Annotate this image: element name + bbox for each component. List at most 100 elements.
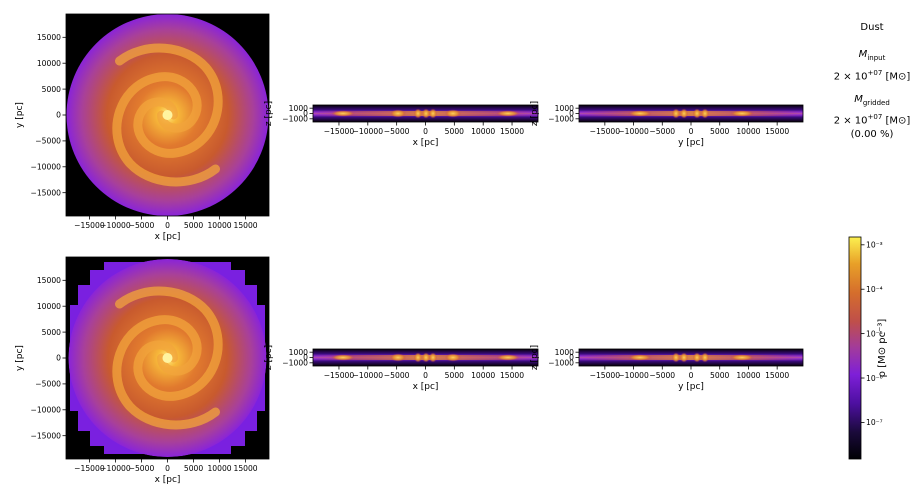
panel-edge-input-xz <box>313 105 538 122</box>
x-tick-label-r1c2: −15000 <box>590 371 621 380</box>
y-tick-label-r1c1: 1000 <box>289 348 308 357</box>
gridded-mass-label: Mgridded <box>854 94 890 107</box>
panel-face-input <box>66 14 269 216</box>
x-tick-label-r0c1: 5000 <box>445 127 464 136</box>
x-axis-label-r1c0: x [pc] <box>155 475 181 485</box>
x-tick-label-r1c1: −10000 <box>353 371 384 380</box>
x-tick-label-r1c1: 5000 <box>445 371 464 380</box>
panel-edge-gridded-yz <box>579 349 803 366</box>
x-tick-label-r0c0: 10000 <box>207 221 231 230</box>
y-tick-label-r0c0: −10000 <box>30 162 61 171</box>
x-tick-label-r0c2: 15000 <box>765 127 789 136</box>
colorbar <box>848 236 862 460</box>
x-tick-label-r1c0: −10000 <box>100 464 131 473</box>
x-tick-label-r1c2: 15000 <box>765 371 789 380</box>
y-tick-label-r1c0: −15000 <box>30 431 61 440</box>
x-tick-label-r0c1: 10000 <box>471 127 495 136</box>
colorbar-tick-label: 10⁻⁴ <box>866 285 883 294</box>
axes-layer: −15000−10000−5000 0 5000 10000 15000−15000−1… <box>15 13 883 485</box>
y-tick-label-r0c0: −5000 <box>35 137 61 146</box>
colorbar-label: ρ [M⊙ pc⁻³] <box>877 318 888 378</box>
y-tick-label-r0c0: 15000 <box>37 33 61 42</box>
y-axis-label-r0c1: z [pc] <box>264 101 274 126</box>
x-tick-label-r0c0: −15000 <box>74 221 105 230</box>
panel-edge-input-yz <box>579 105 803 122</box>
panel-face-gridded <box>66 257 269 459</box>
y-tick-label-r1c2: 0 <box>569 353 574 362</box>
x-tick-label-r0c2: −15000 <box>590 127 621 136</box>
colorbar-tick-label: 10⁻⁷ <box>866 418 883 427</box>
y-axis-label-r1c1: z [pc] <box>264 345 274 370</box>
y-tick-label-r1c2: −1000 <box>548 359 574 368</box>
y-tick-label-r0c0: 5000 <box>42 85 61 94</box>
panel-edge-gridded-xz <box>313 349 538 366</box>
y-axis-label-r0c2: z [pc] <box>530 101 540 126</box>
y-tick-label-r1c0: 15000 <box>37 276 61 285</box>
x-tick-label-r1c1: 15000 <box>500 371 524 380</box>
y-tick-label-r1c0: −5000 <box>35 380 61 389</box>
x-tick-label-r0c0: 15000 <box>233 221 257 230</box>
y-tick-label-r0c1: 1000 <box>289 104 308 113</box>
x-tick-label-r0c2: 5000 <box>710 127 729 136</box>
x-tick-label-r0c1: 15000 <box>500 127 524 136</box>
mass-percent: (0.00 %) <box>850 129 894 140</box>
x-tick-label-r1c0: 10000 <box>207 464 231 473</box>
x-tick-label-r0c2: −5000 <box>649 127 675 136</box>
colorbar-tick-label: 10⁻³ <box>866 241 883 250</box>
y-tick-label-r0c1: −1000 <box>282 115 308 124</box>
colorbar-tick-label: 10⁻⁵ <box>866 329 883 338</box>
x-tick-label-r0c0: 0 <box>165 221 170 230</box>
x-tick-label-r1c1: −15000 <box>324 371 355 380</box>
x-tick-label-r0c0: 5000 <box>184 221 203 230</box>
x-tick-label-r1c2: −10000 <box>618 371 649 380</box>
x-tick-label-r1c0: 5000 <box>184 464 203 473</box>
y-tick-label-r1c0: 5000 <box>42 328 61 337</box>
x-tick-label-r0c0: −10000 <box>100 221 131 230</box>
x-tick-label-r0c1: −15000 <box>324 127 355 136</box>
input-mass-value: 2 × 10+07 [M⊙] <box>833 69 911 83</box>
y-tick-label-r1c1: −1000 <box>282 359 308 368</box>
x-tick-label-r1c0: 15000 <box>233 464 257 473</box>
y-tick-label-r0c0: 0 <box>56 111 61 120</box>
y-tick-label-r0c0: −15000 <box>30 188 61 197</box>
y-tick-label-r1c1: 0 <box>303 353 308 362</box>
info-title: Dust <box>860 22 884 33</box>
spiral-arms <box>112 43 223 187</box>
input-mass-label: Minput <box>858 49 886 62</box>
y-tick-label-r0c2: 1000 <box>555 104 574 113</box>
x-tick-label-r0c2: 0 <box>689 127 694 136</box>
y-tick-label-r1c0: −10000 <box>30 405 61 414</box>
y-tick-label-r1c2: 1000 <box>555 348 574 357</box>
x-tick-label-r1c1: 10000 <box>471 371 495 380</box>
x-tick-label-r1c0: −5000 <box>129 464 155 473</box>
x-tick-label-r0c2: 10000 <box>736 127 760 136</box>
x-tick-label-r0c0: −5000 <box>129 221 155 230</box>
y-tick-label-r0c2: −1000 <box>548 115 574 124</box>
x-tick-label-r0c1: 0 <box>423 127 428 136</box>
x-tick-label-r1c0: 0 <box>165 464 170 473</box>
y-tick-label-r0c2: 0 <box>569 109 574 118</box>
y-tick-label-r0c0: 10000 <box>37 59 61 68</box>
y-tick-label-r0c1: 0 <box>303 109 308 118</box>
y-axis-label-r0c0: y [pc] <box>15 102 25 128</box>
x-tick-label-r1c1: −5000 <box>384 371 410 380</box>
y-axis-label-r1c2: z [pc] <box>530 345 540 370</box>
y-tick-label-r1c0: 0 <box>56 354 61 363</box>
x-tick-label-r1c1: 0 <box>423 371 428 380</box>
x-tick-label-r1c0: −15000 <box>74 464 105 473</box>
x-axis-label-r1c2: y [pc] <box>678 382 704 392</box>
x-axis-label-r0c0: x [pc] <box>155 232 181 242</box>
x-tick-label-r1c2: 5000 <box>710 371 729 380</box>
x-axis-label-r1c1: x [pc] <box>413 382 439 392</box>
x-tick-label-r1c2: 0 <box>689 371 694 380</box>
x-axis-label-r0c1: x [pc] <box>413 138 439 148</box>
x-tick-label-r0c1: −5000 <box>384 127 410 136</box>
y-tick-label-r1c0: 10000 <box>37 302 61 311</box>
x-tick-label-r1c2: 10000 <box>736 371 760 380</box>
x-axis-label-r0c2: y [pc] <box>678 138 704 148</box>
colorbar-tick-label: 10⁻⁶ <box>866 374 883 383</box>
gridded-mass-value: 2 × 10+07 [M⊙] <box>833 113 911 127</box>
x-tick-label-r0c2: −10000 <box>618 127 649 136</box>
y-axis-label-r1c0: y [pc] <box>15 345 25 371</box>
x-tick-label-r0c1: −10000 <box>353 127 384 136</box>
